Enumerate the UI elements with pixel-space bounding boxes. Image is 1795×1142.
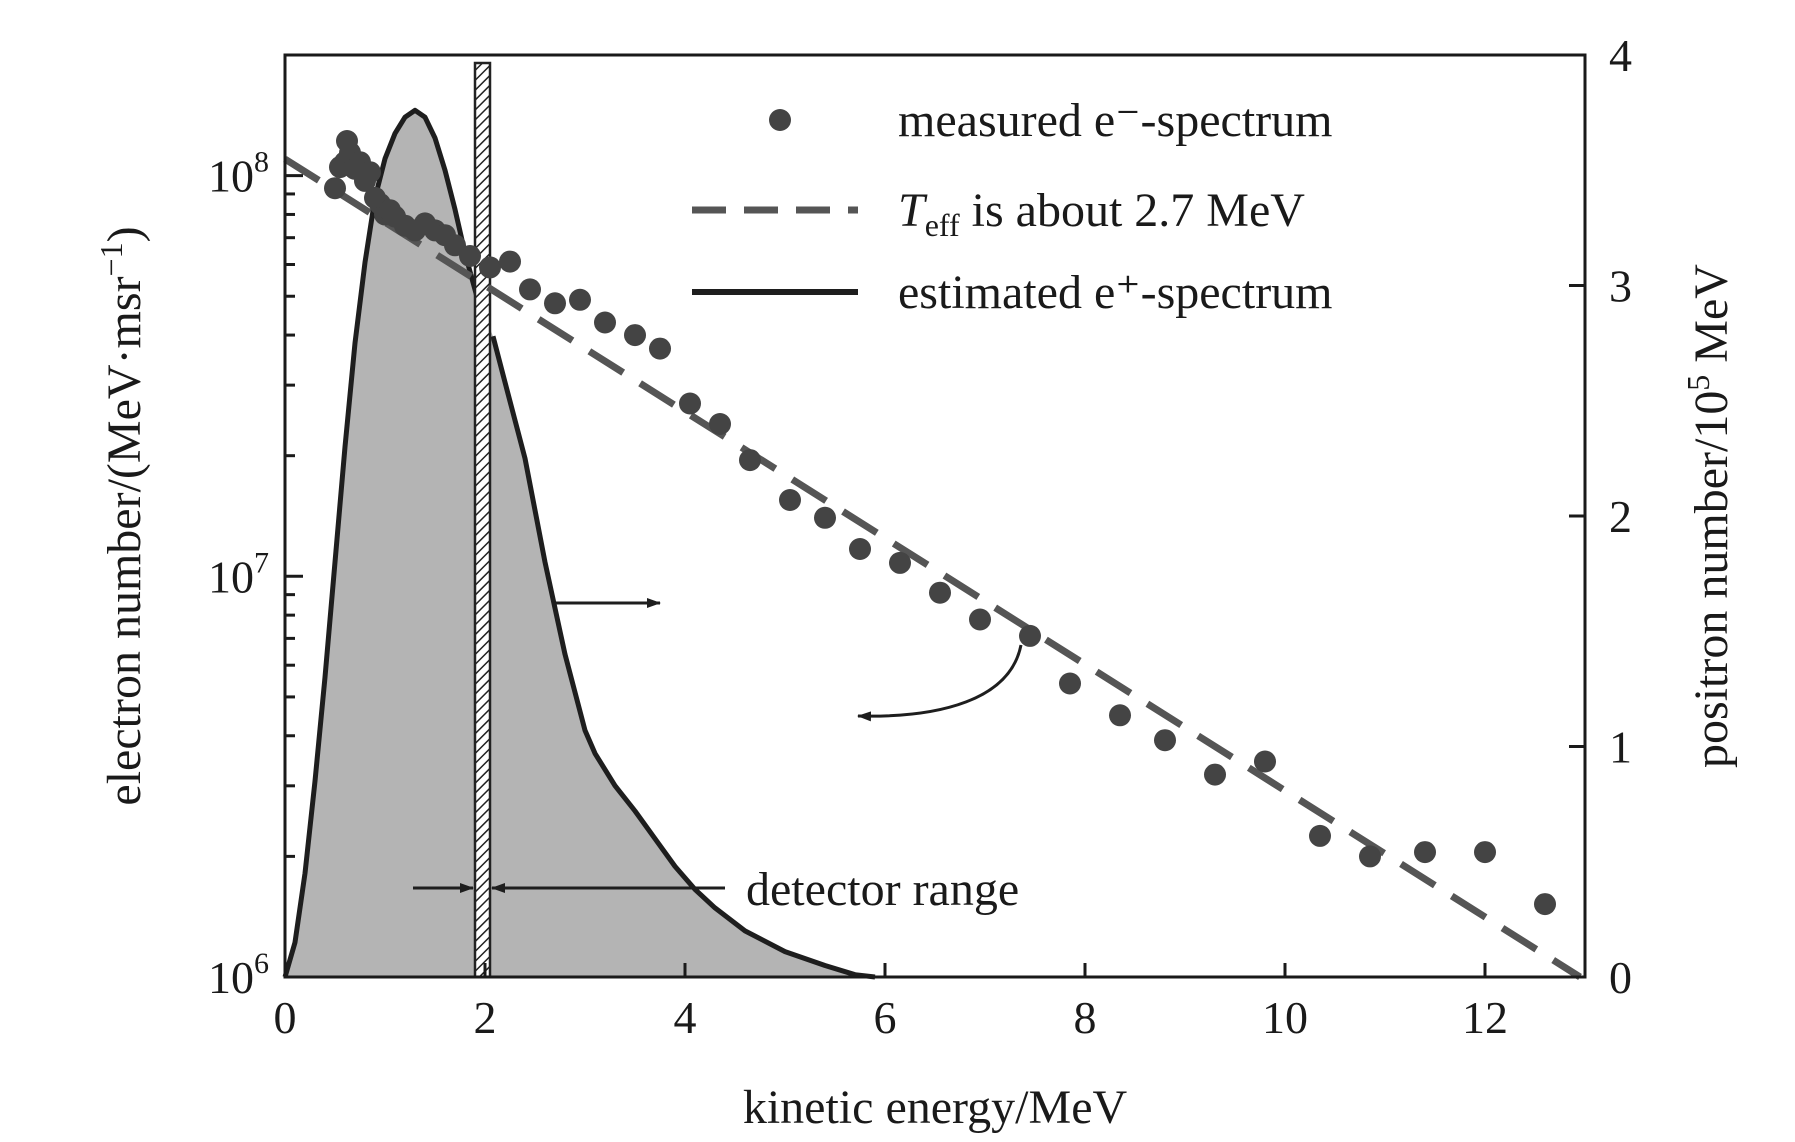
annotations (413, 598, 1023, 893)
y-right-tick-label: 2 (1609, 491, 1632, 542)
y-left-tick-base: 10 (208, 952, 254, 1003)
electron-point (479, 256, 501, 279)
y-left-tick-exp: 8 (254, 146, 269, 179)
electron-point (709, 413, 731, 435)
y-left-tick-label: 108 (208, 146, 269, 202)
legend-label-measured: measured e⁻-spectrum (898, 94, 1332, 147)
electron-point (624, 324, 646, 347)
electron-point (569, 288, 591, 311)
y-right-tick-label: 3 (1609, 261, 1632, 312)
electron-point (1254, 750, 1276, 773)
electron-points (324, 130, 1556, 916)
electron-point (519, 278, 541, 301)
electron-point (1309, 824, 1331, 847)
y-left-tick-label: 106 (208, 947, 269, 1003)
fit-dashed-line (283, 156, 1582, 980)
y-left-label-main: electron number/(MeV·msr (98, 276, 151, 805)
x-tick-label: 12 (1462, 992, 1508, 1043)
y-left-axis-label: electron number/(MeV·msr−1) (93, 226, 151, 805)
electron-point (459, 245, 481, 267)
x-axis-label: kinetic energy/MeV (743, 1081, 1128, 1134)
y-right-label-sup: 5 (1680, 375, 1716, 391)
electron-point (1154, 729, 1176, 752)
electron-point (1059, 672, 1081, 695)
electron-point (594, 311, 616, 334)
electron-point (499, 250, 521, 273)
x-tick-label: 2 (474, 992, 497, 1043)
y-left-tick-exp: 6 (254, 947, 269, 980)
electron-point (359, 161, 381, 184)
legend-marker-measured (769, 109, 791, 131)
electron-point (649, 337, 671, 360)
electron-point (544, 292, 566, 315)
detector-band (473, 61, 492, 979)
y-right-label-close: MeV (1685, 264, 1738, 375)
y-right-tick-label: 0 (1609, 952, 1632, 1003)
detector-band-rect (473, 61, 492, 979)
positron-area-fill (285, 110, 875, 978)
electron-point (324, 177, 346, 200)
detector-range-label: detector range (746, 863, 1019, 916)
y-right-tick-label: 4 (1609, 30, 1632, 81)
legend-fit-rest: is about 2.7 MeV (960, 184, 1306, 237)
electron-point (739, 449, 761, 472)
electron-point (779, 489, 801, 511)
y-left-tick-exp: 7 (254, 546, 269, 579)
electron-point (1109, 704, 1131, 727)
electron-point (969, 608, 991, 631)
legend-fit-symbol: T (898, 184, 928, 237)
positron-curve-left (282, 107, 480, 978)
y-left-tick-base: 10 (208, 151, 254, 202)
x-tick-label: 10 (1262, 992, 1308, 1043)
legend-fit-subscript: eff (925, 207, 960, 243)
electron-point (1019, 624, 1041, 647)
y-left-tick-label: 107 (208, 546, 269, 602)
electron-point (849, 538, 871, 560)
electron-point (1414, 841, 1436, 864)
legend-label-fit: Teff is about 2.7 MeV (898, 184, 1305, 243)
y-left-label-sup: −1 (93, 242, 129, 276)
y-left-tick-base: 10 (208, 551, 254, 602)
legend-label-positron: estimated e⁺-spectrum (898, 266, 1333, 319)
legend: measured e⁻-spectrum Teff is about 2.7 M… (692, 94, 1333, 319)
electron-point (929, 581, 951, 604)
x-tick-label: 4 (674, 992, 697, 1043)
electron-point (889, 551, 911, 574)
electron-point (679, 392, 701, 415)
arrow-left-axis (857, 644, 1023, 722)
y-right-tick-label: 1 (1609, 722, 1632, 773)
y-right-axis-label: positron number/105 MeV (1680, 264, 1738, 768)
y-right-label-main: positron number/10 (1685, 391, 1738, 768)
electron-point (1474, 841, 1496, 864)
electron-point (1204, 763, 1226, 786)
electron-point (814, 506, 836, 529)
electron-point (1359, 845, 1381, 868)
positron-curve-right (490, 335, 876, 980)
x-tick-label: 0 (274, 992, 297, 1043)
x-tick-label: 8 (1074, 992, 1097, 1043)
positron-area (282, 107, 876, 980)
electron-point (1534, 893, 1556, 916)
y-left-label-close: ) (98, 226, 151, 242)
fit-line (283, 156, 1582, 980)
x-tick-label: 6 (874, 992, 897, 1043)
